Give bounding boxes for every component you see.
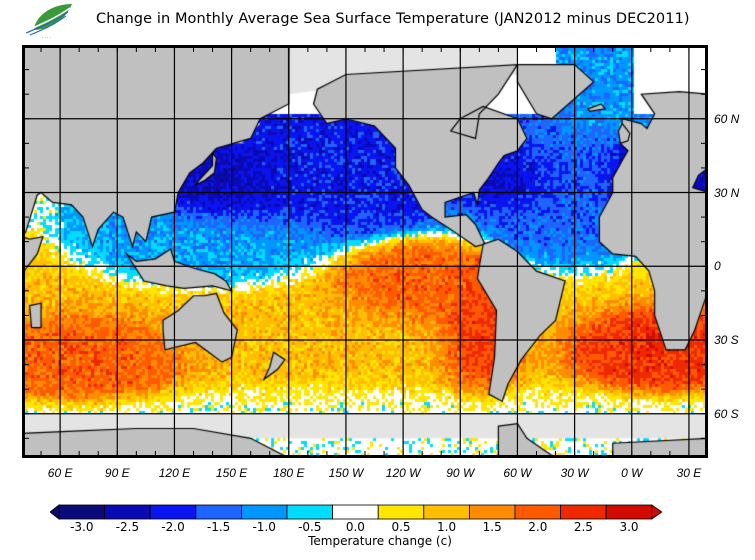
- colorbar-swatch: [332, 504, 379, 520]
- colorbar-swatch: [58, 504, 105, 520]
- x-tick-label: 30 W: [560, 466, 589, 480]
- colorbar-tick-label: -3.0: [70, 520, 94, 534]
- colorbar-swatch: [514, 504, 561, 520]
- colorbar-swatch: [286, 504, 333, 520]
- colorbar-swatch: [104, 504, 151, 520]
- colorbar-swatch: [377, 504, 425, 520]
- svg-text:· · · ·: · · · ·: [42, 35, 51, 40]
- colorbar-tick-label: -2.5: [115, 520, 140, 534]
- x-tick-label: 30 E: [676, 466, 702, 480]
- map-frame: [22, 45, 708, 458]
- sst-map: [22, 45, 708, 458]
- colorbar-tick-label: 0.0: [345, 520, 365, 534]
- colorbar-tick-label: -1.0: [252, 520, 276, 534]
- x-tick-label: 120 W: [385, 466, 421, 480]
- x-tick-label: 60 W: [503, 466, 532, 480]
- x-tick-label: 90 W: [446, 466, 475, 480]
- x-tick-label: 180 E: [273, 466, 305, 480]
- sst-heatmap-canvas: [22, 45, 708, 458]
- x-tick-label: 150 W: [328, 466, 364, 480]
- colorbar-swatch: [560, 504, 607, 520]
- colorbar-swatch: [468, 504, 516, 520]
- y-tick-label: 30 S: [714, 333, 739, 347]
- colorbar-tick-label: 0.5: [391, 520, 411, 534]
- colorbar: [50, 504, 663, 520]
- colorbar-tick-label: 1.5: [482, 520, 502, 534]
- x-tick-label: 120 E: [158, 466, 191, 480]
- colorbar-extend-high: [651, 504, 663, 520]
- colorbar-tick-label: -1.5: [206, 520, 231, 534]
- x-tick-label: 150 E: [215, 466, 248, 480]
- y-tick-label: 0: [714, 259, 721, 274]
- x-tick-label: 60 E: [47, 466, 73, 480]
- x-tick-label: 0 W: [621, 466, 643, 480]
- leaf-logo-icon: · · · ·: [25, 4, 72, 40]
- colorbar-tick-label: 2.0: [528, 520, 548, 534]
- colorbar-tick-label: -0.5: [298, 520, 322, 534]
- y-tick-label: 60 S: [714, 406, 739, 421]
- colorbar-extend-low: [50, 504, 60, 520]
- y-tick-label: 30 N: [714, 185, 740, 200]
- colorbar-tick-label: 1.0: [437, 520, 457, 534]
- colorbar-title: Temperature change (c): [308, 534, 452, 548]
- chart-title: Change in Monthly Average Sea Surface Te…: [96, 11, 690, 27]
- colorbar-swatch: [240, 504, 288, 520]
- map-overlay: [22, 45, 708, 458]
- x-tick-label: 90 E: [104, 466, 130, 480]
- colorbar-swatch: [423, 504, 470, 520]
- logo-leaf: [34, 4, 72, 30]
- colorbar-swatch: [195, 504, 242, 520]
- y-tick-label: 60 N: [714, 111, 740, 126]
- colorbar-tick-label: -2.0: [161, 520, 185, 534]
- colorbar-swatch: [149, 504, 197, 520]
- colorbar-swatch: [605, 504, 653, 520]
- colorbar-tick-label: 3.0: [619, 520, 639, 534]
- colorbar-tick-label: 2.5: [573, 520, 593, 534]
